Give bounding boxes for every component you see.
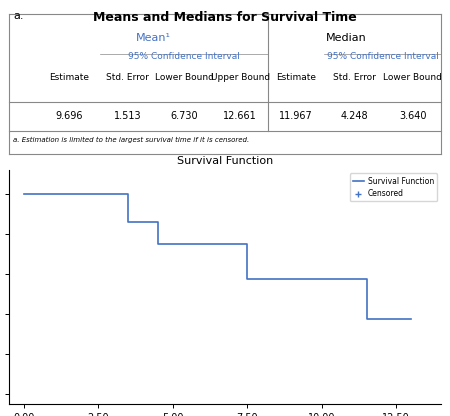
Text: 6.730: 6.730: [170, 111, 198, 121]
Text: Mean¹: Mean¹: [136, 33, 171, 43]
Text: 1.513: 1.513: [114, 111, 142, 121]
Text: 4.248: 4.248: [341, 111, 369, 121]
Text: Upper Bound: Upper Bound: [211, 73, 270, 82]
Text: 12.661: 12.661: [223, 111, 257, 121]
Text: 95% Confidence Interval: 95% Confidence Interval: [327, 52, 439, 61]
Text: a.: a.: [14, 11, 24, 21]
Text: 3.640: 3.640: [399, 111, 427, 121]
Legend: Survival Function, Censored: Survival Function, Censored: [350, 173, 437, 201]
Text: Lower Bound: Lower Bound: [154, 73, 213, 82]
Text: Lower Bound: Lower Bound: [383, 73, 442, 82]
Text: 11.967: 11.967: [279, 111, 313, 121]
Text: Estimate: Estimate: [276, 73, 316, 82]
Text: Estimate: Estimate: [50, 73, 90, 82]
Title: Survival Function: Survival Function: [177, 156, 273, 166]
Text: Means and Medians for Survival Time: Means and Medians for Survival Time: [93, 11, 357, 24]
Text: Std. Error: Std. Error: [106, 73, 149, 82]
Text: Std. Error: Std. Error: [333, 73, 376, 82]
Text: 9.696: 9.696: [56, 111, 83, 121]
Text: 95% Confidence Interval: 95% Confidence Interval: [128, 52, 240, 61]
Text: a. Estimation is limited to the largest survival time if it is censored.: a. Estimation is limited to the largest …: [14, 137, 250, 143]
Text: Median: Median: [326, 33, 366, 43]
